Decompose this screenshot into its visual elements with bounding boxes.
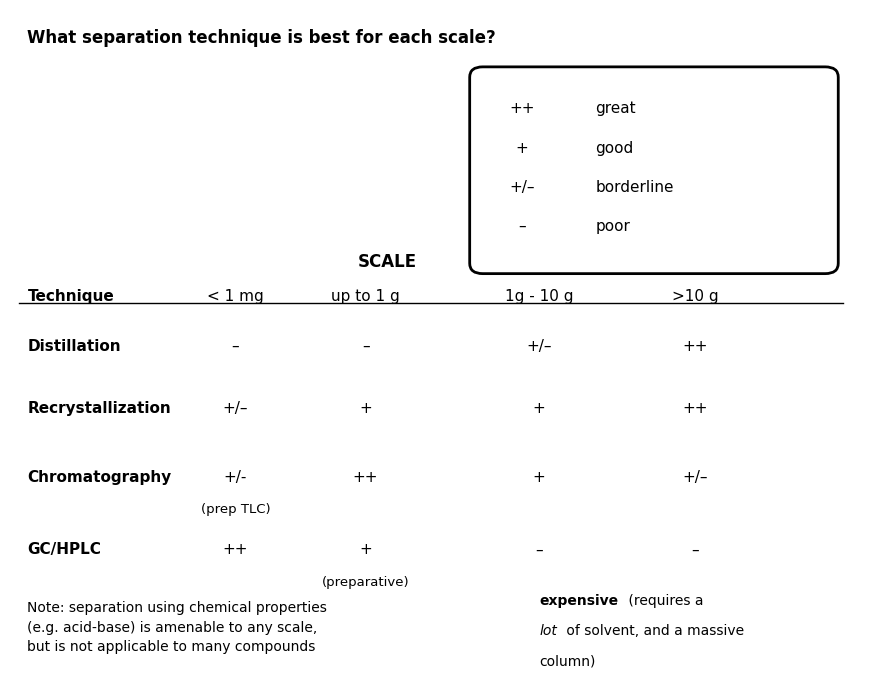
- Text: Recrystallization: Recrystallization: [28, 401, 171, 416]
- Text: 1g - 10 g: 1g - 10 g: [504, 289, 573, 304]
- Text: Chromatography: Chromatography: [28, 470, 171, 485]
- Text: (requires a: (requires a: [623, 594, 703, 608]
- Text: +/–: +/–: [526, 339, 551, 354]
- Text: poor: poor: [594, 219, 629, 234]
- Text: +/-: +/-: [223, 470, 247, 485]
- Text: good: good: [594, 140, 633, 156]
- FancyBboxPatch shape: [469, 67, 838, 273]
- Text: +: +: [359, 543, 372, 558]
- Text: >10 g: >10 g: [671, 289, 718, 304]
- Text: lot: lot: [539, 624, 556, 639]
- Text: up to 1 g: up to 1 g: [331, 289, 400, 304]
- Text: Distillation: Distillation: [28, 339, 121, 354]
- Text: (preparative): (preparative): [322, 576, 409, 588]
- Text: +/–: +/–: [681, 470, 707, 485]
- Text: (prep TLC): (prep TLC): [201, 503, 270, 516]
- Text: –: –: [534, 543, 542, 558]
- Text: –: –: [691, 543, 698, 558]
- Text: borderline: borderline: [594, 180, 673, 195]
- Text: –: –: [362, 339, 369, 354]
- Text: +/–: +/–: [508, 180, 534, 195]
- Text: of solvent, and a massive: of solvent, and a massive: [562, 624, 744, 639]
- Text: great: great: [594, 101, 635, 116]
- Text: ++: ++: [353, 470, 378, 485]
- Text: –: –: [231, 339, 239, 354]
- Text: Technique: Technique: [28, 289, 114, 304]
- Text: ++: ++: [681, 339, 707, 354]
- Text: < 1 mg: < 1 mg: [207, 289, 263, 304]
- Text: ++: ++: [508, 101, 534, 116]
- Text: +: +: [514, 140, 527, 156]
- Text: GC/HPLC: GC/HPLC: [28, 543, 101, 558]
- Text: What separation technique is best for each scale?: What separation technique is best for ea…: [28, 29, 495, 47]
- Text: expensive: expensive: [539, 594, 618, 608]
- Text: +: +: [359, 401, 372, 416]
- Text: Note: separation using chemical properties
(e.g. acid-base) is amenable to any s: Note: separation using chemical properti…: [28, 601, 327, 654]
- Text: ++: ++: [681, 401, 707, 416]
- Text: –: –: [517, 219, 525, 234]
- Text: column): column): [539, 655, 594, 668]
- Text: +/–: +/–: [222, 401, 248, 416]
- Text: +: +: [532, 470, 545, 485]
- Text: ++: ++: [222, 543, 248, 558]
- Text: SCALE: SCALE: [357, 253, 416, 271]
- Text: +: +: [532, 401, 545, 416]
